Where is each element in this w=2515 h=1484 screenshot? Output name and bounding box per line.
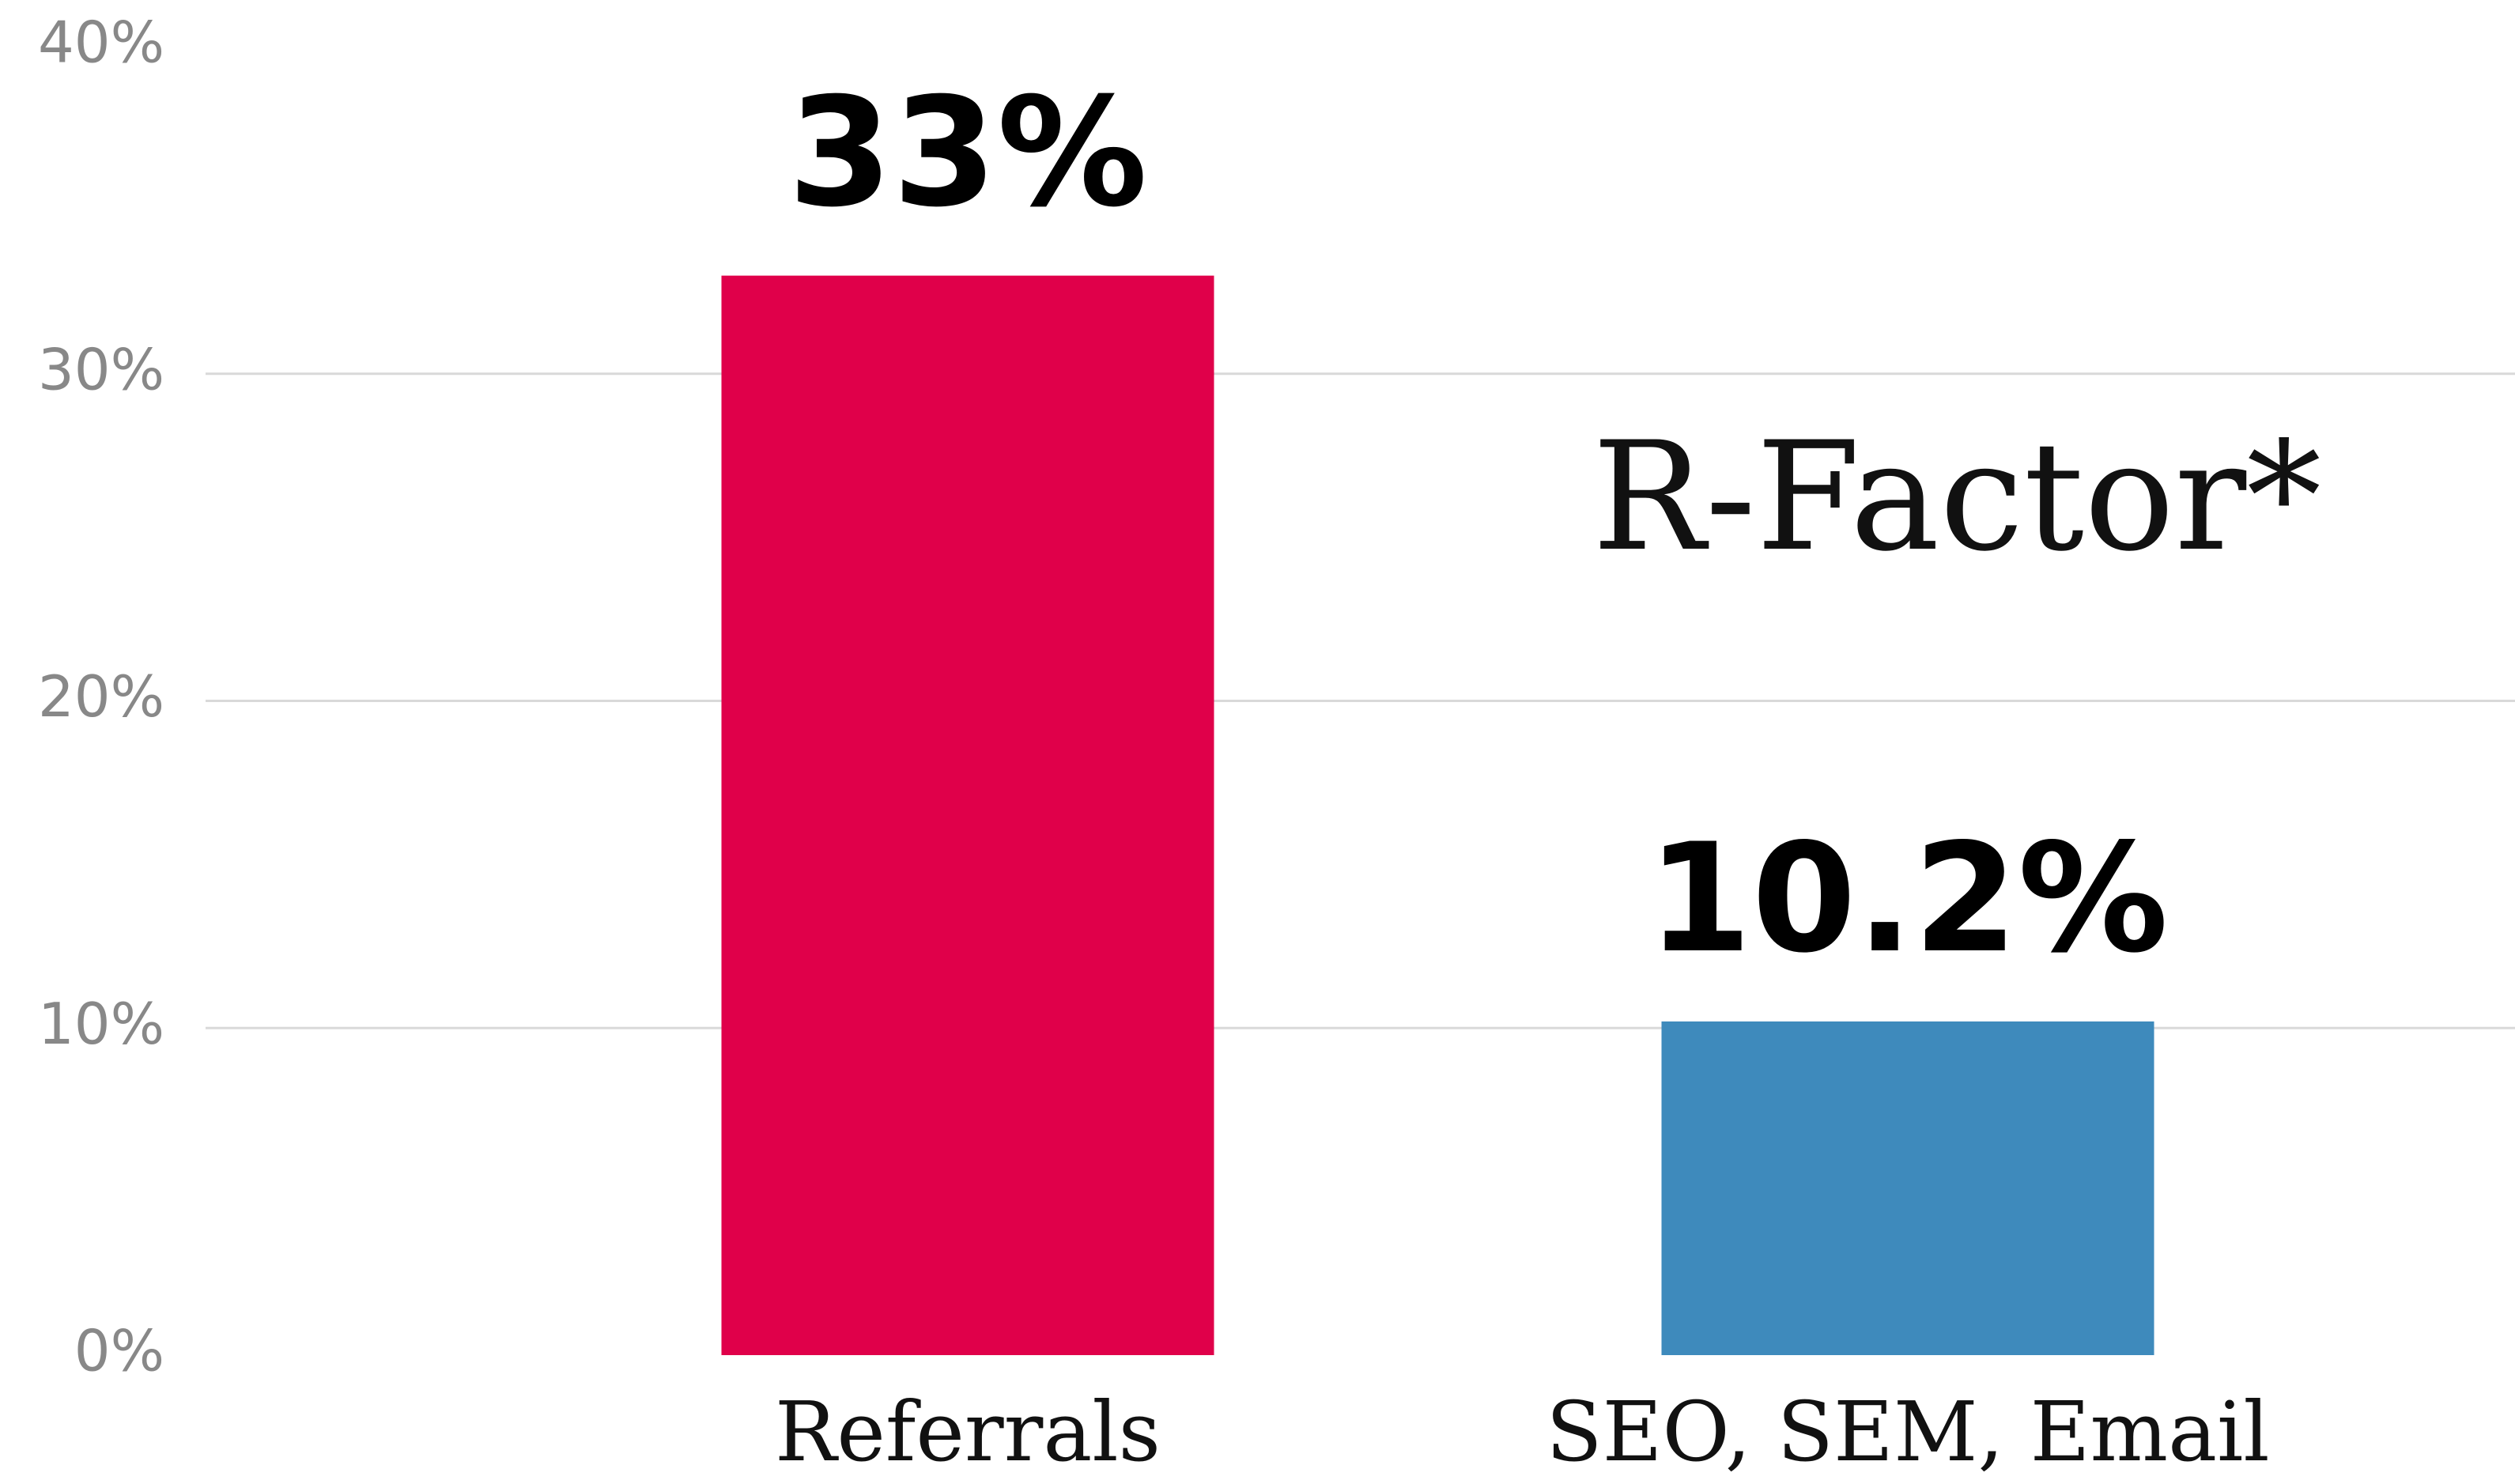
bar xyxy=(721,275,1214,1355)
y-tick-label: 20% xyxy=(38,663,164,730)
y-tick-label: 10% xyxy=(38,991,164,1057)
y-tick-label: 30% xyxy=(38,336,164,402)
annotation: R-Factor* xyxy=(1592,410,2321,584)
y-tick-label: 40% xyxy=(38,9,164,76)
value-label: 10.2% xyxy=(1647,811,2168,986)
value-label: 33% xyxy=(788,66,1148,240)
x-tick-label: Referrals xyxy=(775,1384,1161,1480)
bar xyxy=(1661,1021,2154,1355)
y-tick-label: 0% xyxy=(74,1318,164,1384)
x-tick-label: SEO, SEM, Email xyxy=(1546,1384,2269,1480)
